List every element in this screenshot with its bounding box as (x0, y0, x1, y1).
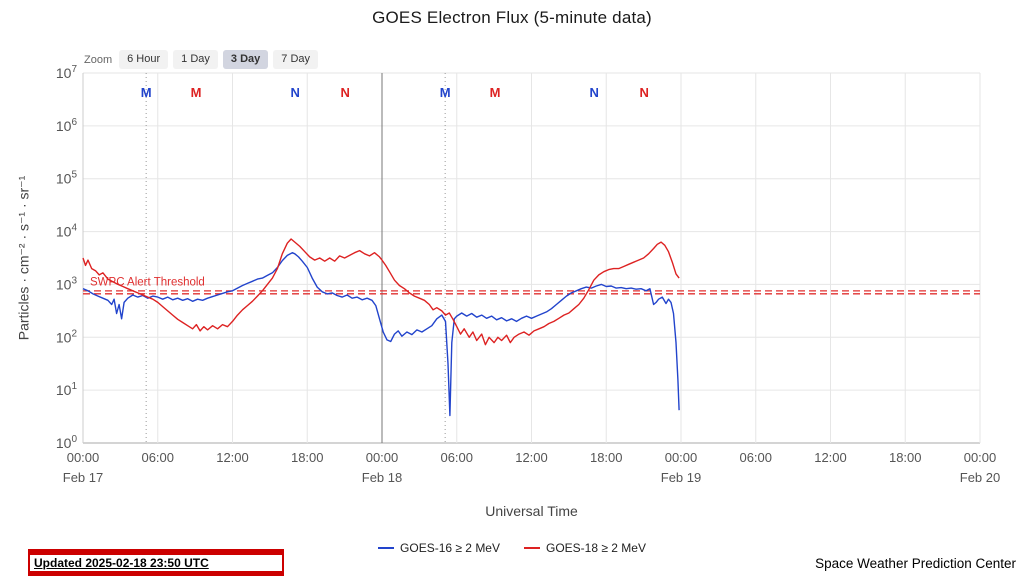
x-tick-label: 06:00 (141, 450, 174, 465)
x-date-label: Feb 17 (63, 470, 103, 485)
satellite-event-marker: M (490, 85, 501, 100)
zoom-label: Zoom (84, 53, 113, 66)
x-tick-label: 00:00 (366, 450, 399, 465)
y-tick-label: 105 (56, 170, 78, 187)
y-tick-label: 100 (56, 434, 78, 451)
x-tick-label: 00:00 (964, 450, 997, 465)
goes18-line-swatch-icon (524, 547, 540, 549)
zoom-controls: Zoom 6 Hour 1 Day 3 Day 7 Day (84, 50, 319, 69)
x-tick-label: 06:00 (739, 450, 772, 465)
legend-item-goes18[interactable]: GOES-18 ≥ 2 MeV (524, 541, 646, 555)
y-tick-label: 104 (56, 223, 78, 240)
chart-legend: GOES-16 ≥ 2 MeV GOES-18 ≥ 2 MeV (0, 541, 1024, 555)
goes16-line-swatch-icon (378, 547, 395, 549)
zoom-button-6hour[interactable]: 6 Hour (119, 50, 169, 69)
x-tick-label: 12:00 (814, 450, 847, 465)
updated-timestamp: Updated 2025-02-18 23:50 UTC (28, 553, 284, 573)
series-line-0 (82, 251, 680, 417)
series-line-1 (82, 238, 680, 346)
satellite-event-marker: N (341, 85, 350, 100)
satellite-event-marker: M (191, 85, 202, 100)
updated-banner-stripe-top (28, 549, 284, 553)
x-tick-label: 18:00 (291, 450, 324, 465)
x-date-label: Feb 18 (362, 470, 402, 485)
credit-text: Space Weather Prediction Center (815, 556, 1016, 571)
updated-banner-stripe-bottom (28, 573, 284, 576)
satellite-event-marker: N (589, 85, 598, 100)
zoom-button-3day[interactable]: 3 Day (222, 50, 269, 69)
zoom-button-1day[interactable]: 1 Day (173, 50, 218, 69)
chart-title: GOES Electron Flux (5-minute data) (372, 8, 652, 27)
x-tick-label: 12:00 (216, 450, 249, 465)
y-tick-label: 107 (56, 64, 78, 81)
x-tick-label: 00:00 (67, 450, 100, 465)
y-tick-label: 103 (56, 275, 78, 292)
x-tick-label: 18:00 (889, 450, 922, 465)
satellite-event-marker: M (440, 85, 451, 100)
satellite-event-marker: M (141, 85, 152, 100)
y-tick-label: 101 (56, 381, 78, 398)
x-tick-label: 12:00 (515, 450, 548, 465)
x-axis-title: Universal Time (485, 503, 578, 519)
x-date-label: Feb 19 (661, 470, 701, 485)
legend-label-goes16: GOES-16 ≥ 2 MeV (400, 541, 500, 555)
zoom-button-7day[interactable]: 7 Day (273, 50, 319, 69)
satellite-event-marker: N (640, 85, 649, 100)
x-date-label: Feb 20 (960, 470, 1000, 485)
y-tick-label: 106 (56, 117, 78, 134)
x-tick-label: 18:00 (590, 450, 623, 465)
legend-item-goes16[interactable]: GOES-16 ≥ 2 MeV (378, 541, 500, 555)
satellite-event-marker: N (290, 85, 299, 100)
updated-banner: Updated 2025-02-18 23:50 UTC (28, 549, 284, 576)
y-tick-label: 102 (56, 328, 78, 345)
x-tick-label: 06:00 (440, 450, 473, 465)
legend-label-goes18: GOES-18 ≥ 2 MeV (546, 541, 646, 555)
x-tick-label: 00:00 (665, 450, 698, 465)
